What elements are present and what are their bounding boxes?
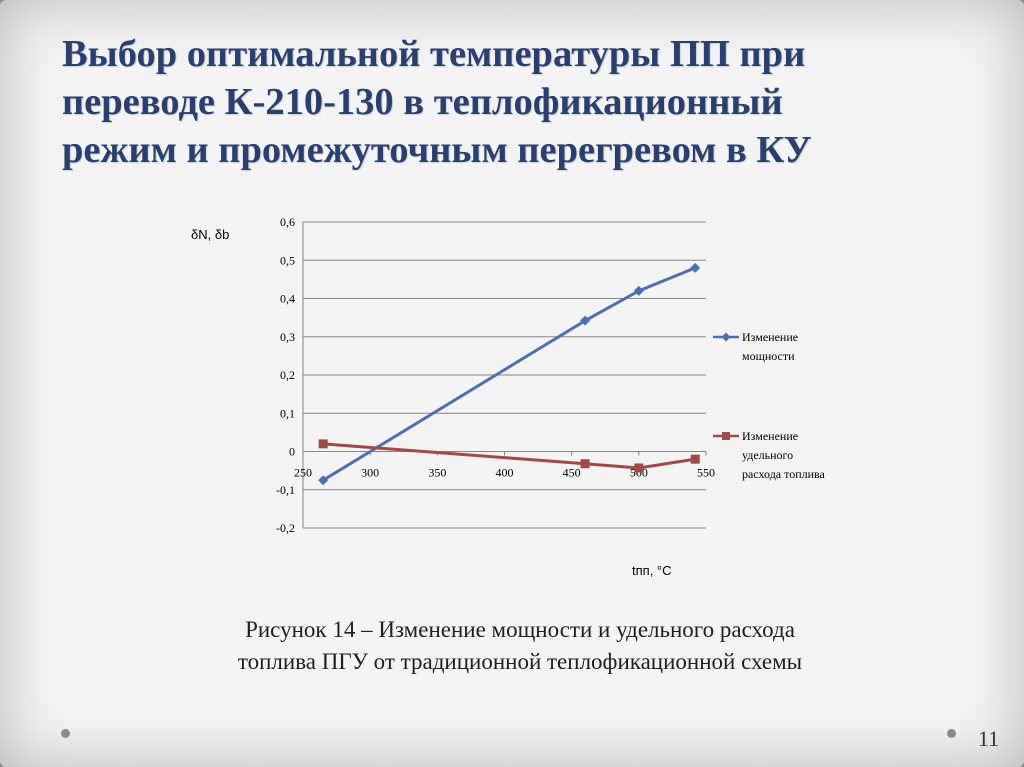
y-tick-label: 0,1	[280, 406, 295, 420]
legend-label-2: Изменение	[742, 429, 798, 443]
y-tick-label: 0,3	[280, 330, 295, 344]
data-point-2	[690, 454, 700, 464]
title-line: переводе К-210-130 в теплофикационный	[62, 81, 783, 123]
legend-label-2: расхода топлива	[742, 467, 826, 481]
page-number: 11	[978, 726, 1000, 751]
data-point-2	[634, 463, 644, 473]
caption-line: топлива ПГУ от традиционной теплофикацио…	[237, 649, 803, 674]
y-axis-title: δN, δb	[191, 227, 229, 242]
data-point-1	[580, 315, 591, 326]
slide-title: Выбор оптимальной температуры ПП при пер…	[62, 30, 962, 174]
figure-caption: Рисунок 14 – Изменение мощности и удельн…	[120, 614, 920, 678]
y-tick-label: 0,2	[280, 368, 295, 382]
data-point-1	[318, 475, 329, 486]
title-line: Выбор оптимальной температуры ПП при	[62, 33, 806, 75]
x-tick-label: 400	[496, 466, 514, 480]
bullet-dot-right	[947, 729, 956, 738]
y-tick-label: 0,4	[280, 292, 295, 306]
x-tick-label: 350	[428, 466, 446, 480]
data-point-2	[318, 439, 328, 449]
legend-label-1: Изменение	[742, 330, 798, 344]
y-tick-label: 0	[289, 445, 295, 459]
y-tick-label: -0,1	[276, 483, 295, 497]
series-line-1	[322, 266, 696, 482]
x-axis-title: tпп, °C	[632, 563, 672, 578]
y-tick-label: -0,2	[276, 521, 295, 535]
legend-marker-1	[721, 332, 731, 342]
caption-line: Рисунок 14 – Изменение мощности и удельн…	[245, 617, 795, 642]
data-point-1	[633, 285, 644, 296]
legend-label-1: мощности	[742, 349, 795, 363]
series-line-2	[323, 442, 696, 470]
title-line: режим и промежуточным перегревом в КУ	[62, 129, 812, 171]
x-tick-label: 300	[361, 466, 379, 480]
x-tick-label: 550	[697, 466, 715, 480]
data-point-2	[580, 459, 590, 469]
y-tick-label: 0,6	[280, 215, 295, 229]
legend-marker-2	[722, 432, 730, 440]
data-point-1	[690, 262, 701, 273]
bullet-dot-left	[61, 729, 70, 738]
y-tick-label: 0,5	[280, 253, 295, 267]
x-tick-label: 250	[294, 466, 312, 480]
legend-label-2: удельного	[742, 448, 793, 462]
x-tick-label: 450	[563, 466, 581, 480]
